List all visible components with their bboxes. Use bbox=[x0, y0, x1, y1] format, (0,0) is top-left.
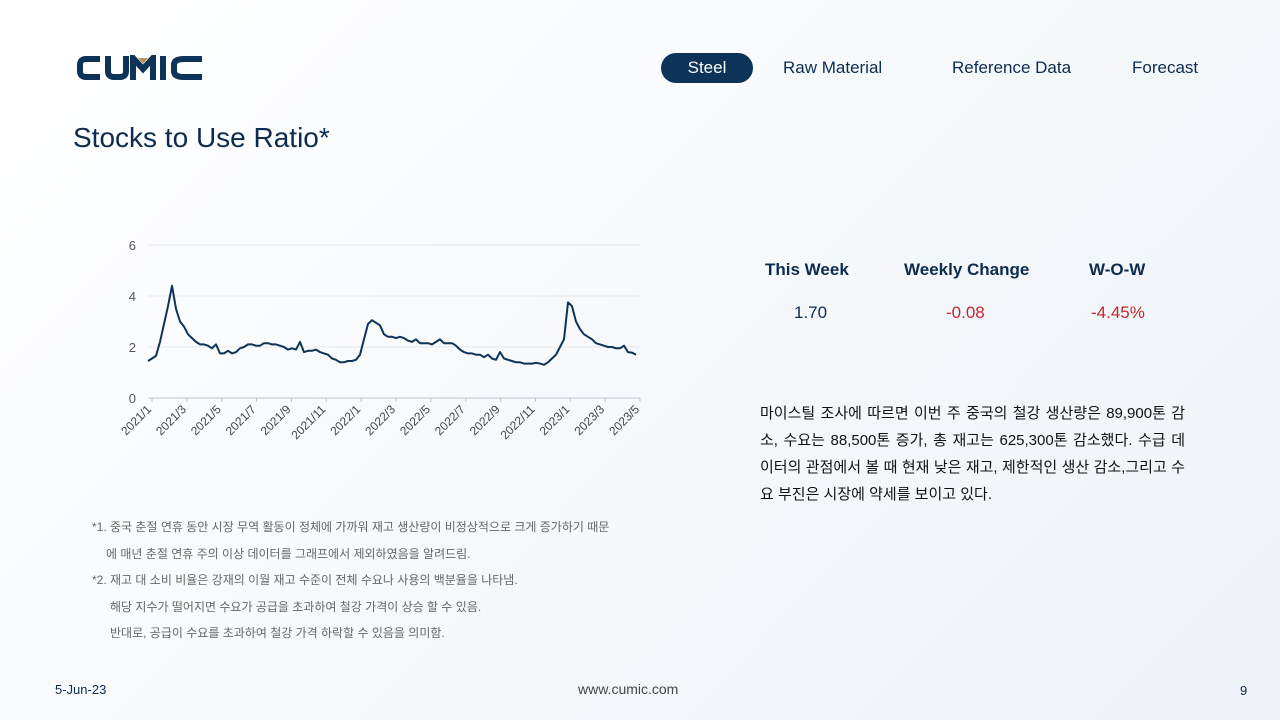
stat-header-this-week: This Week bbox=[765, 260, 849, 279]
x-tick-label: 2022/5 bbox=[397, 402, 433, 438]
footnote-line: 반대로, 공급이 수요를 초과하여 철강 가격 하락할 수 있음을 의미함. bbox=[110, 626, 445, 640]
y-tick-label: 6 bbox=[129, 238, 136, 253]
x-tick-label: 2022/3 bbox=[362, 402, 398, 438]
x-tick-label: 2021/7 bbox=[223, 402, 259, 438]
x-tick-label: 2022/7 bbox=[432, 402, 468, 438]
page-number: 9 bbox=[1240, 683, 1248, 698]
x-tick-label: 2021/3 bbox=[153, 402, 189, 438]
stat-header-weekly-change: Weekly Change bbox=[904, 260, 1030, 279]
footer-website-link[interactable]: www.cumic.com bbox=[578, 681, 679, 697]
nav-tab-forecast[interactable]: Forecast bbox=[1132, 58, 1199, 77]
footnote-line: 에 매년 춘절 연휴 주의 이상 데이터를 그래프에서 제외하였음을 알려드림. bbox=[106, 547, 471, 561]
x-tick-label: 2022/1 bbox=[327, 402, 363, 438]
x-tick-label: 2023/3 bbox=[571, 402, 607, 438]
market-commentary: 마이스틸 조사에 따르면 이번 주 중국의 철강 생산량은 89,900톤 감소… bbox=[760, 405, 1185, 503]
x-tick-label: 2023/1 bbox=[537, 402, 573, 438]
y-tick-label: 2 bbox=[129, 340, 136, 355]
y-tick-label: 4 bbox=[129, 289, 136, 304]
top-nav: Steel Raw Material Reference Data Foreca… bbox=[0, 53, 1280, 83]
nav-tab-reference-data[interactable]: Reference Data bbox=[952, 58, 1072, 77]
page-title: Stocks to Use Ratio* bbox=[73, 122, 330, 153]
stat-value-this-week: 1.70 bbox=[794, 303, 828, 322]
stat-value-wow: -4.45% bbox=[1091, 303, 1145, 322]
stat-header-wow: W-O-W bbox=[1089, 260, 1146, 279]
footnote-line: *2. 재고 대 소비 비율은 강재의 이월 재고 수준이 전체 수요나 사용의… bbox=[92, 573, 518, 587]
series-line bbox=[147, 284, 637, 366]
x-tick-label: 2021/1 bbox=[118, 402, 154, 438]
x-tick-label: 2021/5 bbox=[188, 402, 224, 438]
footnote-line: *1. 중국 춘절 연휴 동안 시장 무역 활동이 정체에 가까워 재고 생산량… bbox=[92, 520, 610, 534]
footnote-line: 해당 지수가 떨어지면 수요가 공급을 초과하여 철강 가격이 상승 할 수 있… bbox=[110, 600, 482, 614]
nav-tab-steel[interactable]: Steel bbox=[661, 53, 753, 83]
footer-date: 5-Jun-23 bbox=[55, 682, 107, 697]
x-tick-label: 2022/11 bbox=[498, 402, 538, 442]
x-tick-label: 2021/11 bbox=[288, 402, 328, 442]
x-tick-label: 2023/5 bbox=[606, 402, 642, 438]
nav-tab-raw-material[interactable]: Raw Material bbox=[783, 58, 883, 77]
y-tick-label: 0 bbox=[129, 391, 136, 406]
stat-value-weekly-change: -0.08 bbox=[946, 303, 985, 322]
cumic-logo bbox=[77, 55, 202, 80]
